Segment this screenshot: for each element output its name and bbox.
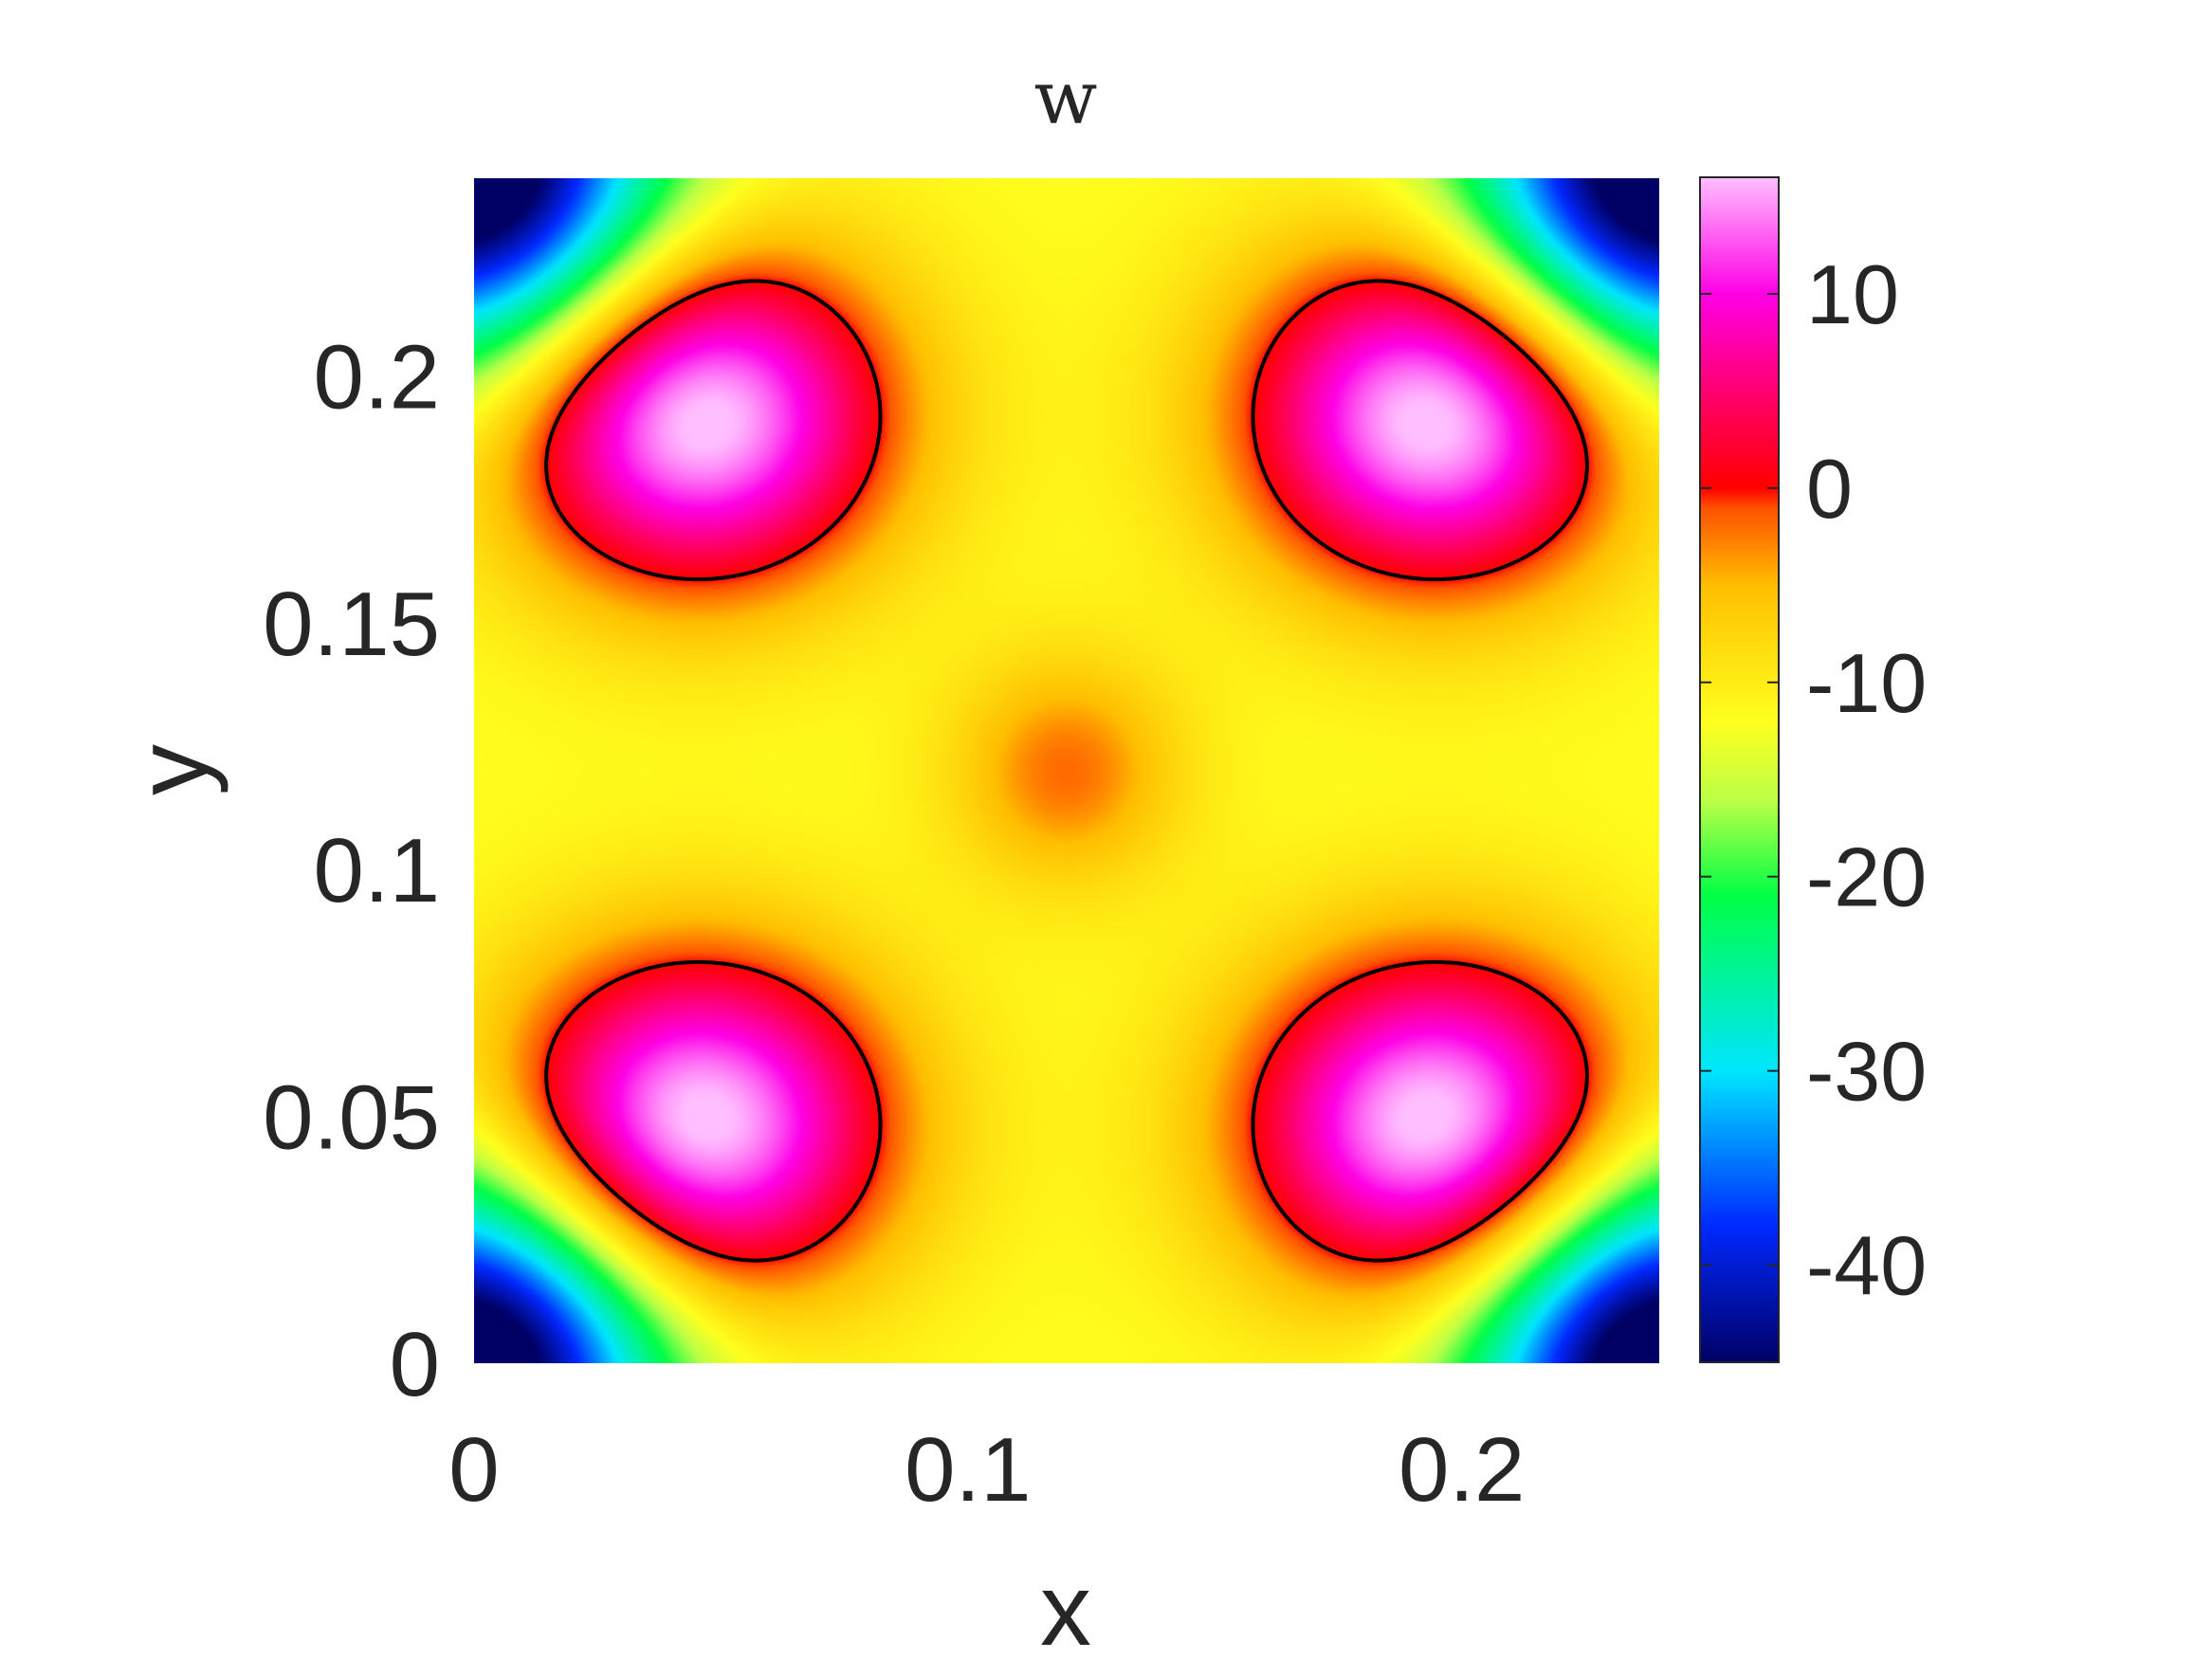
colorbar-tick-label: -20 xyxy=(1806,830,1927,924)
plot-area xyxy=(474,178,1659,1363)
y-tick-label: 0.1 xyxy=(314,820,440,921)
colorbar-tick-label: -30 xyxy=(1806,1025,1927,1119)
zero-contour-line xyxy=(544,279,1589,1263)
colorbar-ticks: 10 0 -10 -20 -30 -40 xyxy=(1700,247,1927,1313)
y-tick-label: 0 xyxy=(390,1314,440,1415)
heatmap xyxy=(474,178,1659,1363)
x-axis: 0 0.1 0.2 xyxy=(448,1419,1525,1521)
zero-contours xyxy=(544,279,1589,1263)
y-axis-label: y xyxy=(114,744,229,795)
x-tick-label: 0.2 xyxy=(1398,1419,1525,1521)
x-tick-label: 0.1 xyxy=(905,1419,1031,1521)
y-tick-label: 0.05 xyxy=(263,1067,440,1169)
x-axis-label: x xyxy=(1040,1552,1091,1659)
chart-title: w xyxy=(1034,56,1098,141)
colorbar-tick-label: -40 xyxy=(1806,1219,1927,1313)
y-tick-label: 0.2 xyxy=(314,326,440,428)
colorbar: 10 0 -10 -20 -30 -40 xyxy=(1699,176,1927,1363)
colorbar-tick-label: 0 xyxy=(1806,442,1853,536)
y-tick-label: 0.15 xyxy=(263,574,440,675)
colorbar-tick-label: 10 xyxy=(1806,247,1899,341)
colorbar-tick-label: -10 xyxy=(1806,636,1927,730)
colorbar-gradient xyxy=(1699,176,1780,1363)
x-tick-label: 0 xyxy=(448,1419,499,1521)
y-axis: 0 0.05 0.1 0.15 0.2 xyxy=(263,326,440,1415)
